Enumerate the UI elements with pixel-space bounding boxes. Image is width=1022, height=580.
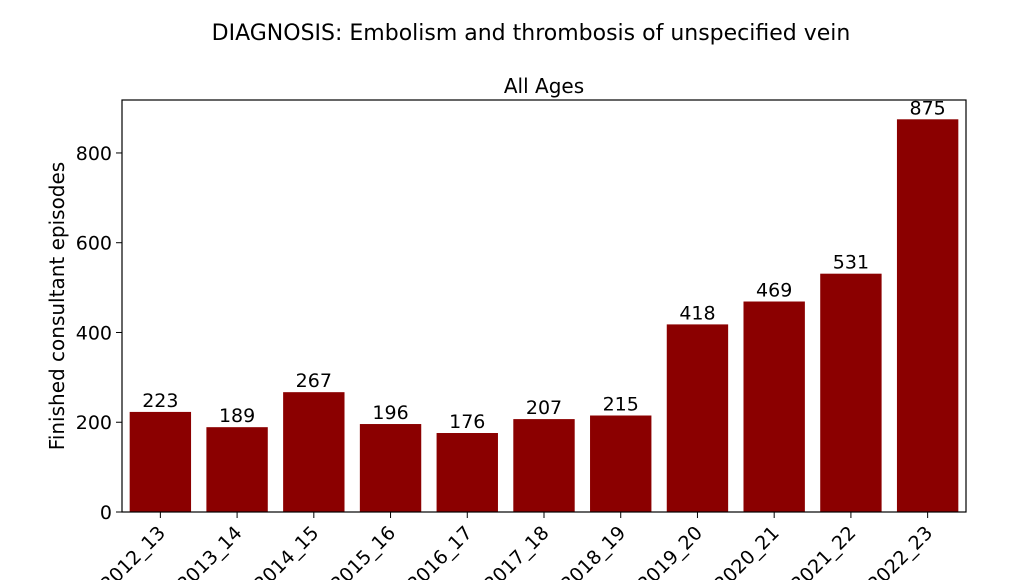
bar-value-label: 215	[603, 394, 639, 416]
x-tick-label: 2022_23	[864, 522, 938, 580]
bar-2016_17	[436, 433, 498, 512]
bar-value-label: 469	[756, 280, 792, 302]
y-tick-label: 400	[76, 322, 112, 344]
x-tick-label: 2017_18	[480, 522, 554, 580]
x-tick-label: 2018_19	[557, 522, 631, 580]
bar-2018_19	[590, 415, 652, 512]
bar-value-label: 531	[833, 252, 869, 274]
bar-2022_23	[896, 119, 959, 513]
x-tick-label: 2016_17	[403, 522, 477, 580]
bar-value-label: 196	[372, 402, 408, 424]
y-tick-label: 0	[100, 502, 112, 524]
bar-value-label: 223	[142, 390, 178, 412]
x-tick-label: 2019_20	[633, 522, 707, 580]
x-tick-label: 2013_14	[173, 522, 247, 580]
bar-2012_13	[129, 411, 192, 512]
x-tick-label: 2020_21	[710, 522, 784, 580]
bar-value-label: 267	[296, 370, 332, 392]
x-tick-label: 2015_16	[327, 522, 401, 580]
y-tick-label: 600	[76, 233, 112, 255]
bar-2021_22	[820, 273, 882, 512]
x-tick-label: 2014_15	[250, 522, 324, 580]
chart-title: All Ages	[504, 74, 584, 98]
bar-value-label: 875	[910, 97, 946, 119]
bar-2013_14	[206, 427, 268, 512]
bar-2017_18	[513, 419, 575, 512]
figure-title: DIAGNOSIS: Embolism and thrombosis of un…	[212, 21, 851, 46]
bars-group	[129, 119, 959, 513]
bar-2014_15	[283, 392, 345, 512]
x-tick-label: 2012_13	[96, 522, 170, 580]
y-axis-label: Finished consultant episodes	[45, 162, 69, 450]
bar-value-label: 207	[526, 397, 562, 419]
x-tick-label: 2021_22	[787, 522, 861, 580]
bar-value-label: 189	[219, 405, 255, 427]
y-axis-ticks: 0 200 400 600 800	[76, 143, 122, 524]
y-tick-label: 800	[76, 143, 112, 165]
y-tick-label: 200	[76, 412, 112, 434]
bar-2019_20	[666, 324, 729, 512]
bar-value-label: 418	[679, 302, 715, 324]
x-axis-ticks: 2012_13 2013_14 2014_15 2015_16 2016_17 2017_…	[96, 512, 937, 580]
bar-value-label: 176	[449, 411, 485, 433]
bar-2015_16	[359, 424, 422, 512]
plot-frame	[121, 99, 967, 513]
bar-2020_21	[743, 301, 805, 512]
bar-labels-group: 223 189 267 196 176 207 215 418 469 531 875	[142, 97, 946, 433]
